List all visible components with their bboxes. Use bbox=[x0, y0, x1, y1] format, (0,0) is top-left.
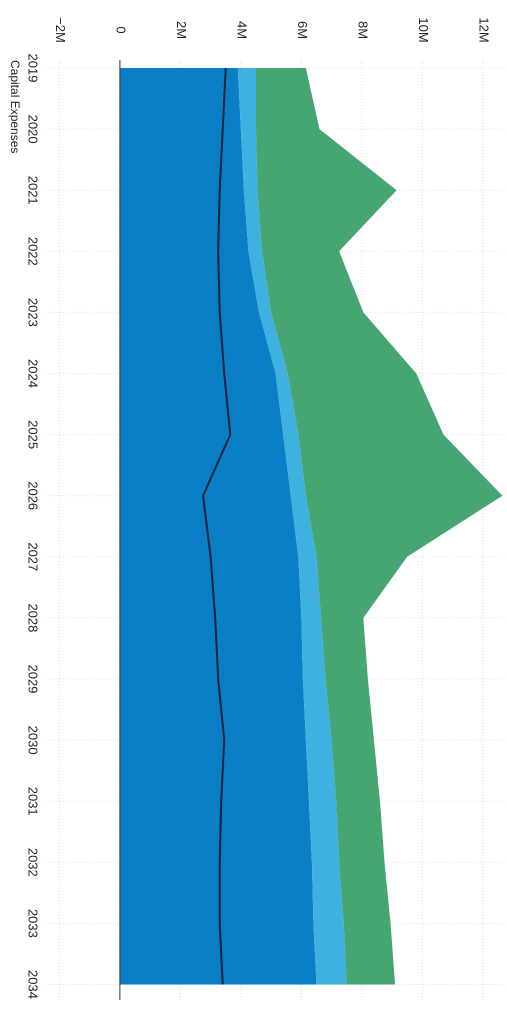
y-tick-label: −2M bbox=[53, 17, 68, 43]
x-tick-label: 2028 bbox=[26, 603, 41, 632]
x-tick-label: 2024 bbox=[26, 359, 41, 388]
x-tick-label: 2023 bbox=[26, 298, 41, 327]
x-tick-label: 2020 bbox=[26, 115, 41, 144]
y-tick-label: 6M bbox=[295, 21, 310, 39]
axis-title: Capital Expenses bbox=[8, 60, 22, 153]
x-tick-label: 2027 bbox=[26, 542, 41, 571]
y-tick-label: 2M bbox=[174, 21, 189, 39]
x-tick-label: 2032 bbox=[26, 848, 41, 877]
area bbox=[237, 68, 347, 985]
x-tick-label: 2030 bbox=[26, 726, 41, 755]
x-tick-label: 2025 bbox=[26, 420, 41, 449]
x-tick-label: 2034 bbox=[26, 970, 41, 999]
x-tick-label: 2029 bbox=[26, 665, 41, 694]
x-tick-label: 2031 bbox=[26, 787, 41, 816]
x-tick-label: 2033 bbox=[26, 909, 41, 938]
x-tick-label: 2022 bbox=[26, 237, 41, 266]
y-tick-label: 0 bbox=[113, 26, 128, 33]
y-tick-label: 8M bbox=[355, 21, 370, 39]
area bbox=[255, 68, 503, 985]
x-tick-label: 2021 bbox=[26, 176, 41, 205]
y-tick-label: 10M bbox=[416, 17, 431, 42]
x-tick-label: 2019 bbox=[26, 54, 41, 83]
y-tick-label: 12M bbox=[476, 17, 491, 42]
y-tick-label: 4M bbox=[234, 21, 249, 39]
x-tick-label: 2026 bbox=[26, 481, 41, 510]
area bbox=[119, 68, 317, 985]
line bbox=[202, 67, 232, 985]
